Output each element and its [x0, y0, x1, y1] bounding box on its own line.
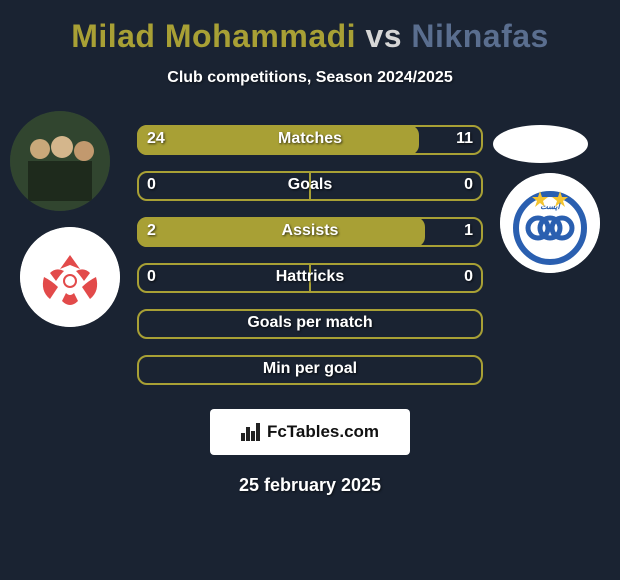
page-title: Milad Mohammadi vs Niknafas	[0, 18, 620, 55]
date-text: 25 february 2025	[0, 475, 620, 496]
p1-club-badge	[20, 227, 120, 327]
bar-outline	[137, 217, 483, 247]
p2-name: Niknafas	[411, 18, 548, 54]
p1-badge-icon	[20, 227, 120, 327]
stat-row: 00Goals	[137, 171, 483, 201]
bar-outline	[137, 263, 483, 293]
bar-outline	[137, 309, 483, 339]
stat-row: 2411Matches	[137, 125, 483, 155]
stat-row: 00Hattricks	[137, 263, 483, 293]
watermark-bars-icon	[241, 423, 261, 441]
bar-outline	[137, 125, 483, 155]
stat-row: 21Assists	[137, 217, 483, 247]
stats-area: ایست 2411Matches 00Goals 21Assists 00Hattri…	[0, 117, 620, 407]
p2-club-badge: ایست	[500, 173, 600, 273]
p1-name: Milad Mohammadi	[71, 18, 356, 54]
p1-photo-avatar	[10, 111, 110, 211]
p2-badge-icon: ایست	[500, 173, 600, 273]
p2-photo-avatar	[493, 125, 588, 163]
root: Milad Mohammadi vs Niknafas Club competi…	[0, 0, 620, 580]
bar-outline	[137, 171, 483, 201]
stat-bars: 2411Matches 00Goals 21Assists 00Hattricks Go…	[137, 125, 483, 401]
subtitle: Club competitions, Season 2024/2025	[0, 69, 620, 87]
svg-text:ایست: ایست	[540, 202, 561, 211]
vs-text: vs	[365, 18, 402, 54]
p1-photo-placeholder-icon	[10, 111, 110, 211]
stat-row: Goals per match	[137, 309, 483, 339]
bar-outline	[137, 355, 483, 385]
stat-row: Min per goal	[137, 355, 483, 385]
watermark-text: FcTables.com	[267, 422, 379, 442]
watermark: FcTables.com	[210, 409, 410, 455]
